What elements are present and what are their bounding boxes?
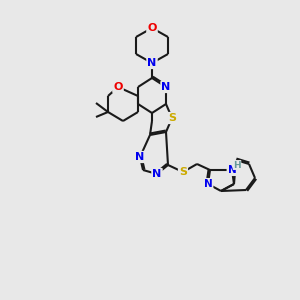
Text: N: N xyxy=(204,179,212,189)
Text: N: N xyxy=(161,82,171,92)
Text: O: O xyxy=(147,23,157,33)
Text: N: N xyxy=(228,165,236,175)
Text: O: O xyxy=(113,82,123,92)
Text: S: S xyxy=(179,167,187,177)
Text: N: N xyxy=(152,169,162,179)
Text: S: S xyxy=(168,113,176,123)
Text: N: N xyxy=(147,58,157,68)
Text: H: H xyxy=(233,160,241,169)
Text: N: N xyxy=(135,152,145,162)
